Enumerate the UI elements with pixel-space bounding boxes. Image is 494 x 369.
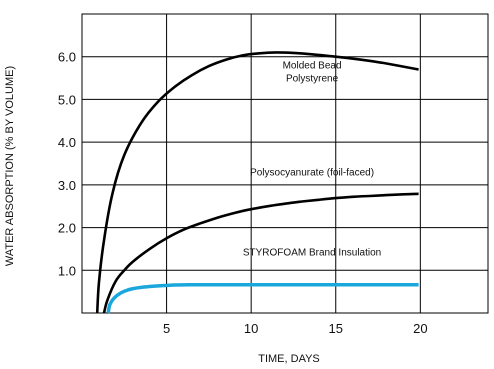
polysocyanurate-annotation: Polysocyanurate (foil-faced): [250, 167, 374, 178]
x-tick-label: 15: [329, 321, 343, 336]
y-tick-label: 2.0: [58, 221, 76, 236]
series-annotations: Molded Bead Polystyrene Polysocyanurate (f…: [243, 61, 381, 259]
polysocyanurate-line: [102, 192, 419, 314]
y-tick-label: 6.0: [58, 50, 76, 65]
grid: [81, 13, 489, 314]
series-lines: [95, 51, 419, 314]
molded-bead-polystyrene-line: [95, 51, 419, 314]
x-axis-title: TIME, DAYS: [258, 353, 320, 365]
x-tick-label: 20: [413, 321, 427, 336]
x-tick-label: 5: [163, 321, 170, 336]
styrofoam-line: [106, 283, 419, 314]
tick-labels: 5 10 15 20 1.0 2.0 3.0 4.0 5.0 6.0: [58, 50, 428, 336]
styrofoam-annotation: STYROFOAM Brand Insulation: [243, 247, 381, 258]
y-tick-label: 1.0: [58, 263, 76, 278]
molded-bead-annotation: Molded Bead: [283, 61, 342, 72]
y-tick-label: 5.0: [58, 92, 76, 107]
molded-bead-annotation: Polystyrene: [286, 74, 339, 85]
plot-frame: [81, 13, 489, 314]
y-axis-title: WATER ABSORPTION (% BY VOLUME): [4, 66, 16, 266]
y-tick-label: 3.0: [58, 178, 76, 193]
x-tick-label: 10: [244, 321, 258, 336]
y-tick-label: 4.0: [58, 135, 76, 150]
